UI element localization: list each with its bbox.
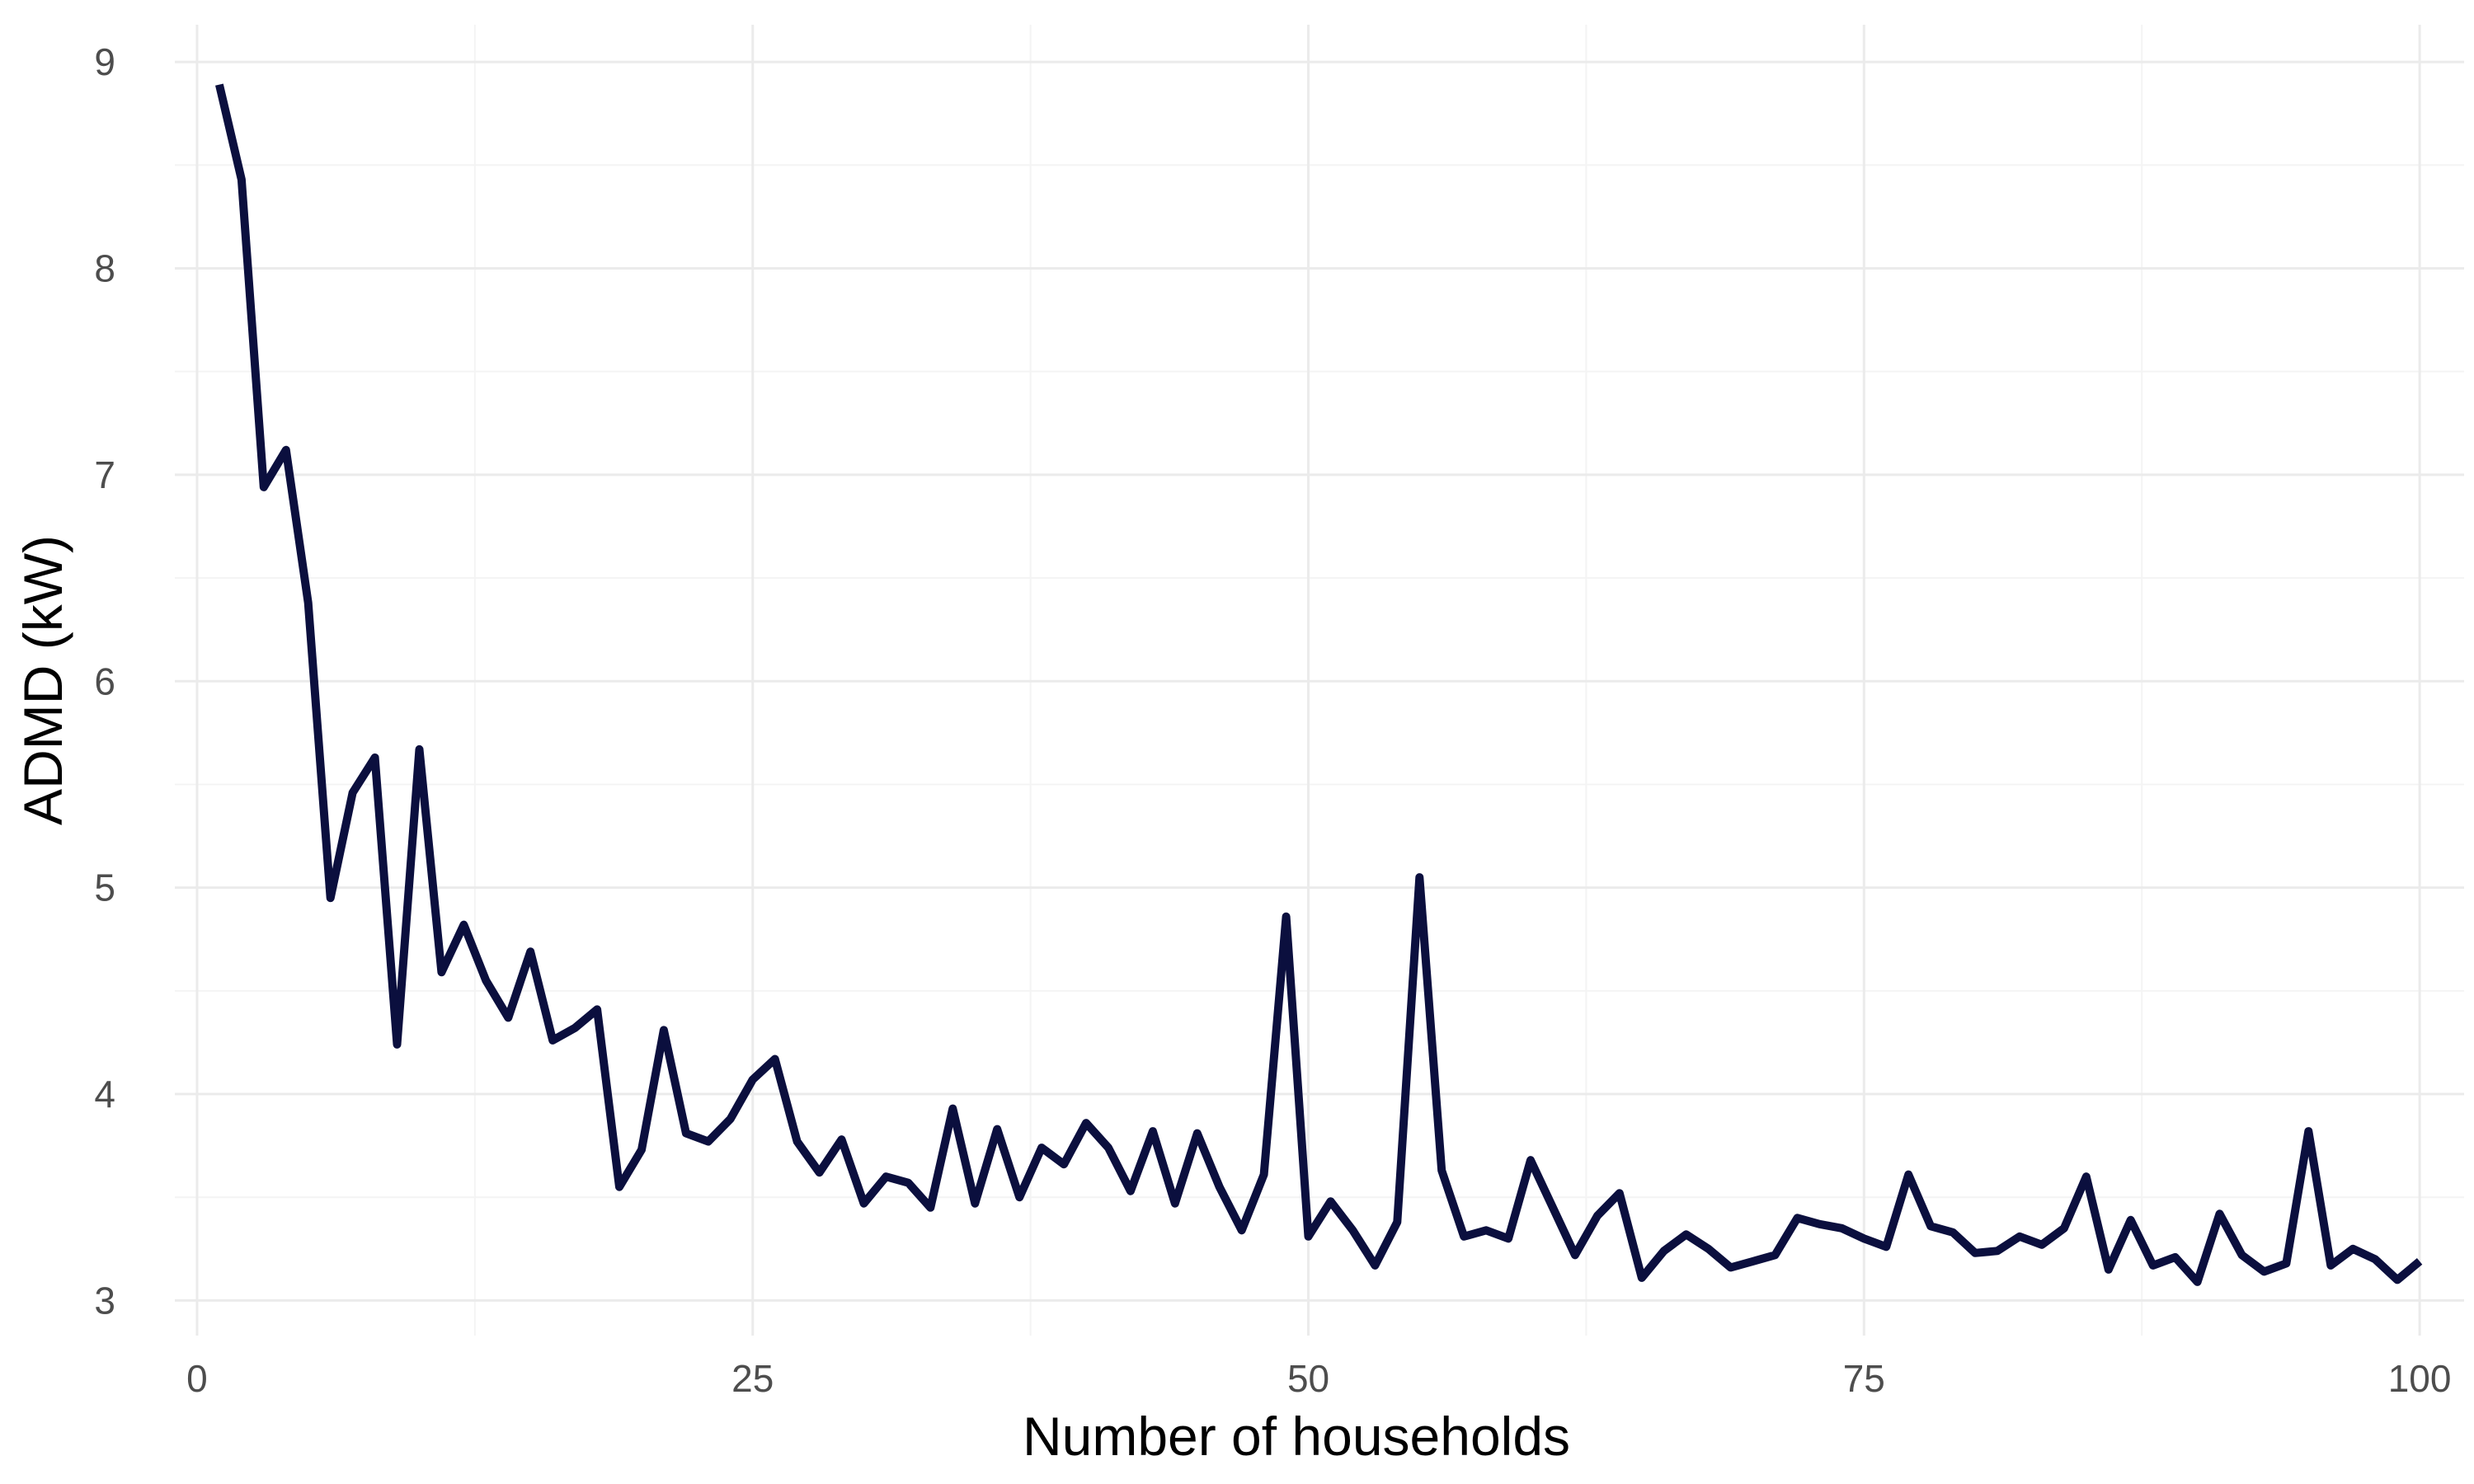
- y-axis-ticks: 3 4 5 6 7 8 9: [94, 40, 115, 1322]
- series-line: [215, 83, 2423, 1286]
- grid: [175, 25, 2464, 1336]
- y-axis-title: ADMD (kW): [12, 535, 73, 825]
- y-tick-label: 4: [94, 1073, 115, 1115]
- y-tick-label: 9: [94, 40, 115, 83]
- y-tick-label: 6: [94, 660, 115, 702]
- y-tick-label: 5: [94, 866, 115, 909]
- series-layer: [215, 83, 2423, 1286]
- x-tick-label: 25: [731, 1357, 774, 1400]
- y-tick-label: 8: [94, 247, 115, 289]
- y-tick-label: 3: [94, 1279, 115, 1322]
- x-tick-label: 0: [186, 1357, 208, 1400]
- x-tick-label: 75: [1843, 1357, 1885, 1400]
- y-tick-label: 7: [94, 453, 115, 496]
- x-axis-ticks: 0 25 50 75 100: [186, 1357, 2451, 1400]
- x-tick-label: 100: [2388, 1357, 2452, 1400]
- x-tick-label: 50: [1287, 1357, 1329, 1400]
- x-axis-title: Number of households: [1023, 1406, 1570, 1467]
